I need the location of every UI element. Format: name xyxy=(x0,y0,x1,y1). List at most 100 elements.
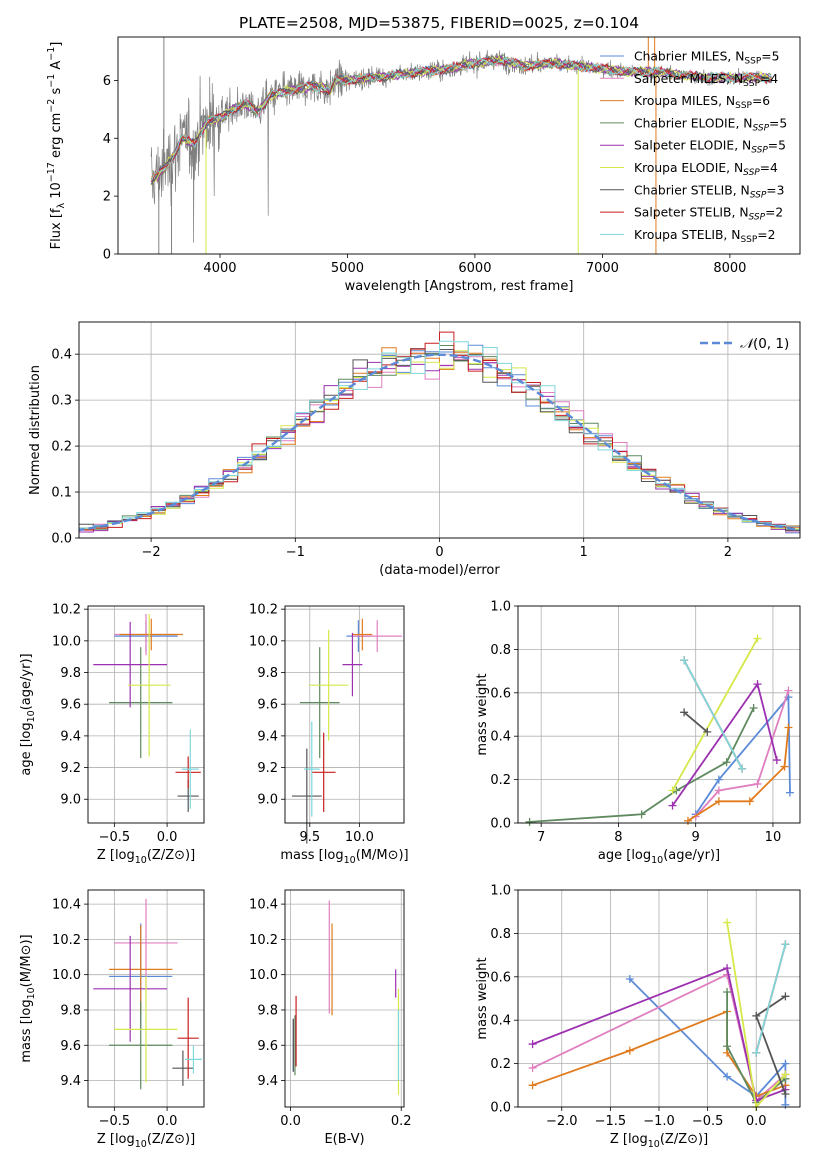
y-tick-label: 9.4 xyxy=(257,729,278,744)
x-tick-label: 8 xyxy=(614,830,622,845)
legend-entry: Chabrier ELODIE, NSSP=5 xyxy=(634,116,787,133)
data-point xyxy=(785,788,794,797)
y-tick-label: 10.0 xyxy=(52,968,81,983)
data-point xyxy=(625,974,634,983)
y-tick-label: 9.4 xyxy=(60,1074,81,1089)
data-point xyxy=(781,1059,790,1068)
y-tick-label: 10.2 xyxy=(52,603,81,618)
data-point xyxy=(784,723,793,732)
y-axis-label: mass weight xyxy=(475,957,490,1039)
x-tick-label: 9.5 xyxy=(299,830,320,845)
data-point xyxy=(680,708,689,717)
x-axis-label: (data-model)/error xyxy=(379,563,500,578)
weight-series xyxy=(528,918,790,1111)
y-tick-label: 0.6 xyxy=(490,970,511,985)
data-point xyxy=(723,918,732,927)
legend: Chabrier MILES, NSSP=5 Salpeter MILES, NS… xyxy=(600,50,787,245)
plot-frame xyxy=(517,605,801,824)
legend-entry: Kroupa STELIB, NSSP=2 xyxy=(634,228,775,245)
y-tick-label: 9.8 xyxy=(257,1003,278,1018)
series-line xyxy=(694,694,791,815)
data-point xyxy=(714,786,723,795)
x-tick-label: 0.0 xyxy=(746,1114,767,1129)
data-point xyxy=(722,758,731,767)
age-vs-mass-panel: 9.5 10.0 9.0 9.2 9.4 9.6 9.8 10.0 10.2 mass [log1… xyxy=(249,603,409,866)
errorbar-kroupa-miles xyxy=(352,618,373,651)
series-kroupa-stelib xyxy=(680,656,747,773)
y-tick-label: 0.6 xyxy=(490,686,511,701)
errorbar-chabrier-elodie xyxy=(109,647,173,759)
data-point xyxy=(738,764,747,773)
histogram-kroupa-stelib xyxy=(79,340,800,532)
y-tick-label: 2 xyxy=(103,190,111,205)
y-tick-label: 9.0 xyxy=(257,793,278,808)
x-tick-label: −1 xyxy=(286,545,305,560)
y-tick-label: 9.2 xyxy=(257,761,278,776)
y-tick-label: 9.6 xyxy=(60,1039,81,1054)
y-tick-label: 0.1 xyxy=(51,486,72,501)
y-tick-label: 9.8 xyxy=(257,666,278,681)
errorbar-salpeter-miles xyxy=(114,898,178,988)
data-point xyxy=(781,1100,790,1109)
series-line xyxy=(755,944,787,1054)
data-point xyxy=(752,1048,761,1057)
errorbar-kroupa-elodie xyxy=(114,976,178,1083)
series-kroupa-elodie xyxy=(668,634,762,795)
y-tick-label: 9.6 xyxy=(257,698,278,713)
chart-title: PLATE=2508, MJD=53875, FIBERID=0025, z=0… xyxy=(239,14,639,32)
mass-vs-metallicity-panel: −0.5 0.0 9.4 9.6 9.8 10.0 10.2 10.4 Z [log10(Z/Z… xyxy=(19,889,205,1150)
data-point xyxy=(637,810,646,819)
data-point xyxy=(528,1081,537,1090)
legend-entry: Salpeter MILES, NSSP=4 xyxy=(634,72,778,89)
data-point xyxy=(781,940,790,949)
data-point xyxy=(752,1011,761,1020)
errorbars xyxy=(93,898,202,1090)
data-point xyxy=(625,1046,634,1055)
series-line xyxy=(683,711,708,733)
y-tick-label: 0.8 xyxy=(490,643,511,658)
y-tick-label: 1.0 xyxy=(490,884,511,899)
series-line xyxy=(671,638,759,791)
y-tick-label: 10.0 xyxy=(249,968,278,983)
model-line-salpeter-stelib xyxy=(150,57,772,182)
spectrum-lines xyxy=(150,37,773,254)
series-line xyxy=(683,659,743,770)
x-tick-label: 0.2 xyxy=(391,1114,412,1129)
errorbar-kroupa-miles xyxy=(109,925,173,1014)
x-tick-label: 7 xyxy=(537,830,545,845)
series-chabrier-stelib xyxy=(680,708,712,736)
mass-vs-extinction-panel: 0.0 0.2 9.4 9.6 9.8 10.0 10.2 10.4 E(B-V) xyxy=(249,889,412,1147)
data-point xyxy=(753,779,762,788)
errorbar-salpeter-stelib xyxy=(175,756,201,789)
y-tick-label: 4 xyxy=(103,132,111,147)
weight-vs-age-panel: 7 8 9 10 0.0 0.2 0.4 0.6 0.8 1.0 age [log10(age/yr… xyxy=(475,600,801,866)
errorbar-salpeter-stelib xyxy=(177,997,199,1079)
errorbar-salpeter-stelib xyxy=(311,732,336,812)
series-line xyxy=(695,690,790,818)
y-tick-label: 10.0 xyxy=(52,634,81,649)
x-tick-label: −0.5 xyxy=(692,1114,724,1129)
data-point xyxy=(668,786,677,795)
data-point xyxy=(745,797,754,806)
x-axis-label: E(B-V) xyxy=(324,1132,364,1147)
y-tick-label: 0.2 xyxy=(490,1057,511,1072)
plot-frame xyxy=(87,889,205,1108)
legend: 𝒩(0, 1) xyxy=(700,336,789,352)
legend-entry: Kroupa MILES, NSSP=6 xyxy=(634,94,770,111)
data-point xyxy=(668,801,677,810)
y-tick-label: 10.4 xyxy=(249,898,278,913)
x-tick-label: 2 xyxy=(724,545,732,560)
series-chabrier-stelib xyxy=(752,992,790,1098)
x-tick-label: 8000 xyxy=(713,261,746,276)
weight-series xyxy=(525,634,794,826)
y-tick-label: 10.0 xyxy=(249,634,278,649)
y-tick-label: 0.3 xyxy=(51,394,72,409)
x-tick-label: 1 xyxy=(580,545,588,560)
x-axis-label: Z [log10(Z/Z⊙)] xyxy=(97,1132,195,1150)
errorbar-salpeter-elodie xyxy=(93,935,168,1042)
errorbars xyxy=(292,900,400,1095)
y-tick-label: 10.2 xyxy=(52,933,81,948)
y-axis-label: age [log10(age/yr)] xyxy=(19,653,37,775)
y-tick-label: 9.6 xyxy=(60,698,81,713)
data-point xyxy=(723,987,732,996)
